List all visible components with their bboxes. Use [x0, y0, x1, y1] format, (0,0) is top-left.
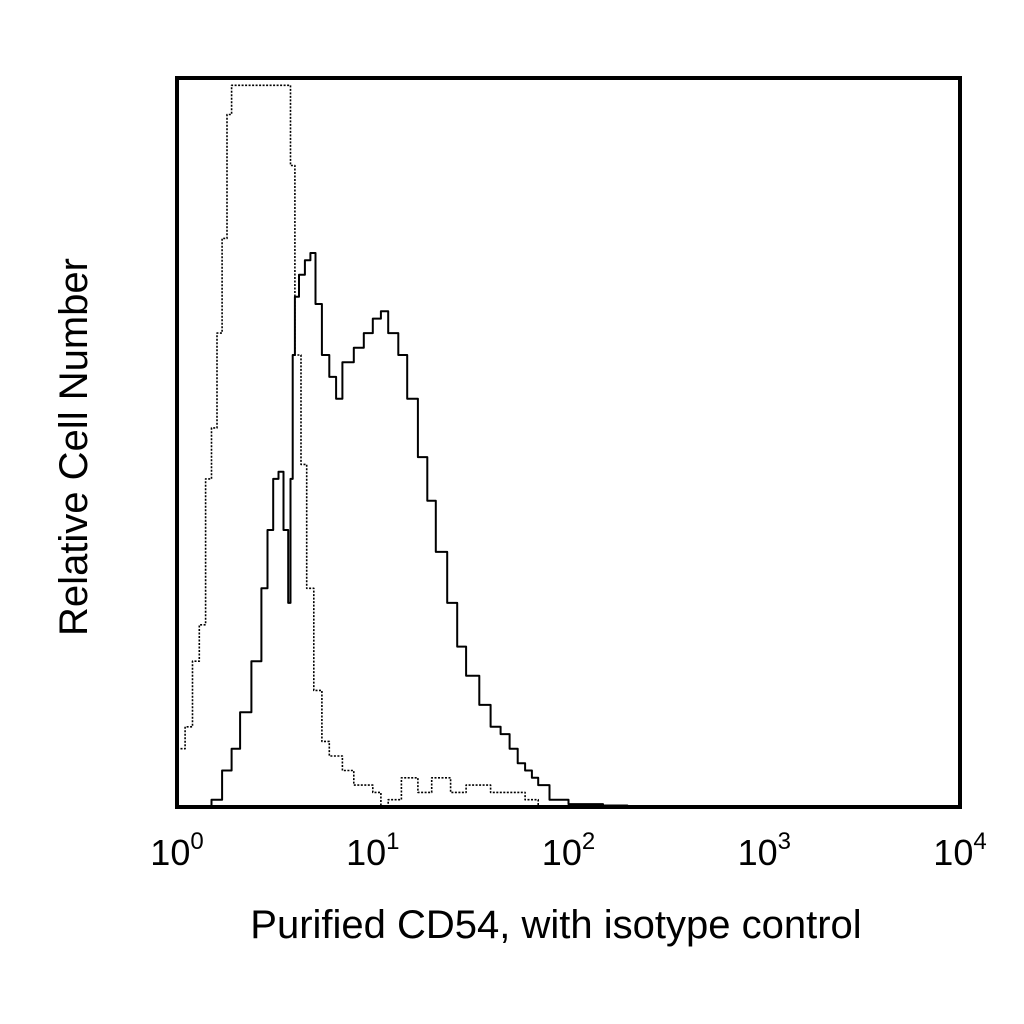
x-tick-base: 10 [346, 832, 386, 873]
series-line-CD54 [199, 252, 629, 808]
x-tick-base: 10 [542, 832, 582, 873]
x-axis-title: Purified CD54, with isotype control [250, 903, 861, 947]
series-layer [177, 84, 629, 808]
x-tick-exponent: 4 [973, 828, 986, 855]
plot-frame [175, 76, 962, 809]
x-tick-label-4: 104 [933, 828, 986, 873]
x-tick-exponent: 1 [386, 828, 399, 855]
x-tick-exponent: 3 [778, 828, 791, 855]
y-axis-title: Relative Cell Number [52, 258, 96, 636]
series-line-isotype-control [177, 84, 539, 808]
x-tick-base: 10 [150, 832, 190, 873]
x-tick-label-2: 102 [542, 828, 595, 873]
x-tick-base: 10 [738, 832, 778, 873]
x-tick-exponent: 0 [190, 828, 203, 855]
x-tick-exponent: 2 [582, 828, 595, 855]
x-tick-label-1: 101 [346, 828, 399, 873]
x-tick-label-3: 103 [738, 828, 791, 873]
x-axis-ticks: 100 101 102 103 104 [150, 828, 986, 873]
x-tick-base: 10 [933, 832, 973, 873]
x-tick-label-0: 100 [150, 828, 203, 873]
